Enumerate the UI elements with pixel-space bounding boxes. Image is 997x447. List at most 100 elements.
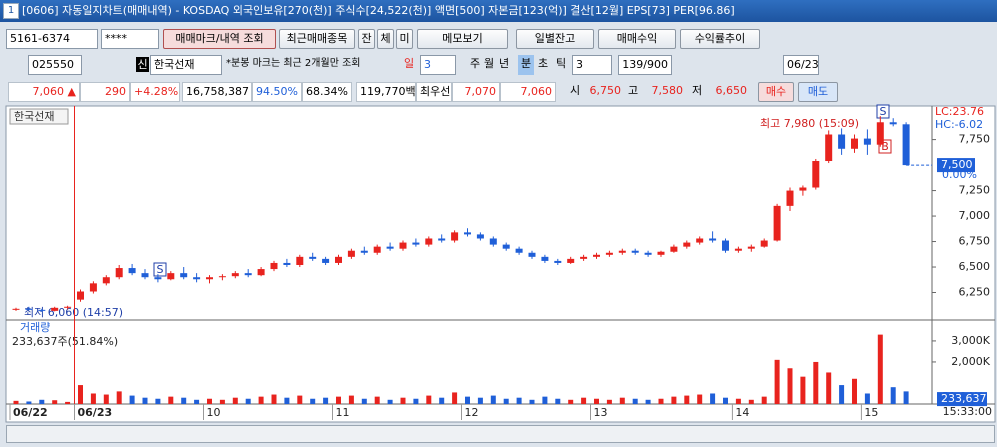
candle-body: [476, 234, 484, 239]
period-option[interactable]: 월: [484, 57, 495, 70]
candle-body: [193, 277, 201, 280]
x-tick-label: 13: [594, 406, 608, 419]
candle-body: [451, 232, 459, 241]
title-bar: [0606] 자동일지차트(매매내역) - KOSDAQ 외국인보유[270(천…: [0, 0, 997, 22]
candle-body: [51, 307, 59, 311]
candle-body: [89, 283, 97, 292]
sell-button[interactable]: 매도: [798, 82, 838, 102]
candle-body: [593, 254, 600, 257]
tab-button[interactable]: 미: [396, 29, 413, 49]
candle-body: [760, 240, 768, 247]
period[interactable]: 일: [404, 57, 415, 70]
candle-body: [605, 252, 613, 255]
volume-bar: [774, 359, 780, 404]
volume-bar: [890, 387, 896, 404]
volume-bar: [181, 397, 187, 404]
account-input[interactable]: 5161-6374: [6, 29, 98, 49]
legend-box: [9, 108, 69, 125]
candle-body: [412, 242, 420, 245]
candle-body: [838, 134, 846, 149]
current-price-box: [937, 158, 975, 173]
volume-bar: [735, 398, 741, 404]
volume-bar: [90, 393, 96, 404]
candle-body: [347, 250, 355, 257]
volume-title: 거래량: [20, 321, 50, 334]
period-option[interactable]: 초: [538, 57, 549, 70]
memo-button[interactable]: 메모보기: [417, 29, 508, 49]
volume-bar: [26, 401, 32, 404]
volume-bar: [826, 372, 832, 404]
annotation-low: 최저 6,060 (14:57): [24, 306, 123, 319]
v-tick-label: 2,000K: [951, 355, 990, 368]
volume-bar: [477, 397, 483, 404]
volume-bar: [400, 397, 406, 404]
volume-bar: [245, 398, 251, 404]
candle-body: [360, 250, 368, 253]
profit-button[interactable]: 매매수익: [598, 29, 676, 49]
volume-note: 233,637주(51.84%): [12, 335, 118, 348]
x-tick-label: 10: [207, 406, 221, 419]
candle-body: [644, 252, 652, 255]
candle-body: [386, 246, 394, 249]
volume-bar: [503, 398, 509, 404]
query-button[interactable]: 매매마크/내역 조회: [163, 29, 276, 49]
candle-body: [747, 246, 755, 249]
buy-button[interactable]: 매수: [758, 82, 794, 102]
volume-bar: [877, 334, 883, 404]
trend-button[interactable]: 수익률추이: [680, 29, 760, 49]
period-option[interactable]: 년: [499, 57, 510, 70]
volume-bar: [490, 395, 496, 404]
volume-bar: [413, 398, 419, 404]
volume-bar: [864, 393, 870, 404]
volume-bar: [52, 400, 58, 404]
tab-button[interactable]: 잔: [358, 29, 375, 49]
price-value: 7,060: [32, 85, 65, 98]
password-input[interactable]: ****: [101, 29, 159, 49]
badge: 신: [136, 57, 149, 72]
window-title: [0606] 자동일지차트(매매내역) - KOSDAQ 외국인보유[270(천…: [22, 4, 735, 17]
scrollbar[interactable]: [6, 425, 995, 443]
volume-bar: [761, 396, 767, 404]
change: 290: [80, 82, 130, 102]
volume-bar: [65, 401, 71, 404]
candle-body: [399, 242, 407, 249]
signal-label: S: [157, 263, 164, 276]
volume-bar: [723, 397, 728, 404]
volume-bar: [361, 398, 367, 404]
recent-button[interactable]: 최근매매종목: [279, 29, 355, 49]
y-tick-label: 6,750: [959, 235, 991, 248]
candle-body: [851, 138, 858, 149]
volume-bar: [748, 399, 754, 404]
candle-body: [257, 269, 265, 276]
volume-bar: [710, 393, 716, 404]
interval-select[interactable]: 3: [572, 55, 612, 75]
period-option[interactable]: 주: [470, 57, 481, 70]
annotation-lc: LC:23.76: [935, 105, 984, 118]
signal-label: S: [880, 105, 887, 118]
volume-bar: [465, 396, 470, 404]
volume-bar: [697, 394, 703, 404]
candle-body: [489, 238, 497, 245]
volume-bar: [619, 397, 625, 404]
ratio: 68.34%: [302, 82, 352, 102]
code-input[interactable]: 025550: [28, 55, 82, 75]
tab-button[interactable]: 체: [377, 29, 394, 49]
volume-bar: [800, 376, 806, 404]
date-input[interactable]: 06/23: [783, 55, 819, 75]
period-select[interactable]: 3: [420, 55, 456, 75]
volume-bar: [387, 399, 393, 404]
period-option[interactable]: 틱: [556, 57, 567, 70]
candle-body: [218, 276, 226, 278]
app-icon: 1: [3, 3, 19, 19]
daily-button[interactable]: 일별잔고: [516, 29, 594, 49]
period-option[interactable]: 분: [518, 55, 534, 75]
volume-bar: [787, 368, 793, 404]
volume-bar: [323, 397, 329, 404]
candle-body: [799, 187, 807, 191]
candle-body: [244, 273, 252, 276]
candle-body: [580, 256, 588, 259]
x-tick-label: 14: [735, 406, 749, 419]
high: 7,580: [651, 84, 684, 97]
label: 최우선: [416, 82, 452, 102]
volume-bar: [78, 385, 83, 404]
